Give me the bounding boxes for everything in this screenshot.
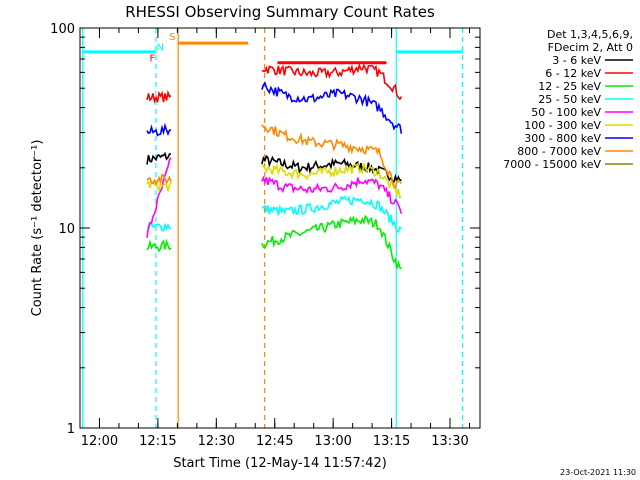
series-5-trace-0 [146,178,172,193]
series-6 [146,81,403,137]
legend-label-3: 25 - 50 keV [538,93,601,106]
y-tick-label-0: 1 [67,422,75,437]
series-5 [146,161,402,199]
series-7-trace-0 [146,173,172,186]
series-3-trace-1 [261,195,402,233]
series-4 [146,157,403,238]
x-tick-label-2: 12:30 [198,434,235,449]
legend-label-8: 7000 - 15000 keV [503,158,601,171]
series-6-trace-0 [146,122,172,137]
series-4-trace-1 [261,175,403,215]
chart-title: RHESSI Observing Summary Count Rates [125,3,435,21]
legend-label-5: 100 - 300 keV [524,119,601,132]
x-axis-label: Start Time (12-May-14 11:57:42) [173,456,387,471]
x-tick-label-1: 12:15 [139,434,176,449]
series-2-trace-1 [261,214,402,270]
series-1-trace-1 [261,62,403,101]
series-3 [146,195,402,233]
legend-label-6: 300 - 800 keV [524,132,601,145]
axes: 1 10 100 12:00 12:15 12:30 12:45 13:00 13:15 13:3… [50,22,480,449]
legend-title-1: FDecim 2, Att 0 [548,41,633,54]
series-7-trace-1 [261,124,402,189]
timestamp: 23-Oct-2021 11:30 [560,468,636,477]
legend-label-0: 3 - 6 keV [552,54,601,67]
x-tick-label-0: 12:00 [81,434,118,449]
x-tick-label-4: 13:00 [314,434,351,449]
y-tick-label-1: 10 [58,222,75,237]
x-tick-label-5: 13:15 [373,434,410,449]
legend-label-4: 50 - 100 keV [531,106,601,119]
legend-title-0: Det 1,3,4,5,6,9, [547,28,633,41]
series-6-trace-1 [261,81,403,134]
flag-label-1: N [156,43,163,54]
legend-label-7: 800 - 7000 keV [517,145,601,158]
series-0-trace-0 [146,151,172,165]
flag-label-2: S [169,32,175,43]
legend: Det 1,3,4,5,6,9,FDecim 2, Att 03 - 6 keV… [503,28,633,171]
plot-area: FNS [82,28,464,428]
series-2 [146,214,402,270]
y-axis-label: Count Rate (s⁻¹ detector⁻¹) [30,140,45,317]
series-2-trace-0 [146,238,172,253]
plot-frame [79,27,481,429]
flag-label-0: F [150,53,156,64]
series-1 [146,62,403,105]
y-tick-label-2: 100 [50,22,75,37]
legend-label-1: 6 - 12 keV [545,67,601,80]
series-1-trace-0 [146,89,172,105]
series-7 [146,124,402,189]
series-4-trace-0 [146,157,172,238]
legend-label-2: 12 - 25 keV [538,80,601,93]
series-3-trace-0 [146,221,172,233]
series-5-trace-1 [261,161,402,199]
x-tick-label-6: 13:30 [431,434,468,449]
x-tick-label-3: 12:45 [256,434,293,449]
